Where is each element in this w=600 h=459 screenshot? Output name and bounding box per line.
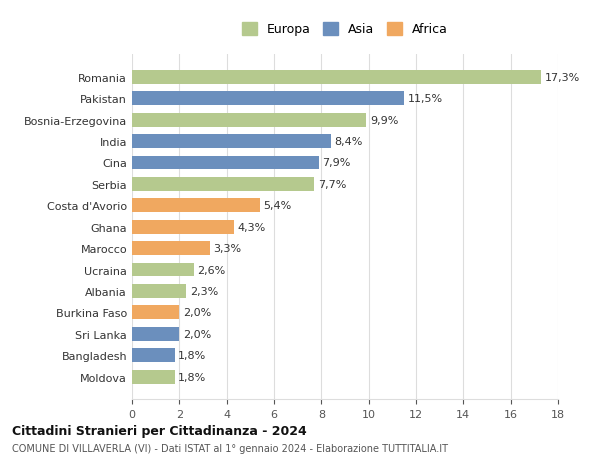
Legend: Europa, Asia, Africa: Europa, Asia, Africa xyxy=(236,17,454,43)
Bar xyxy=(132,306,179,319)
Bar xyxy=(132,199,260,213)
Text: 2,6%: 2,6% xyxy=(197,265,226,275)
Text: 4,3%: 4,3% xyxy=(238,222,266,232)
Text: 9,9%: 9,9% xyxy=(370,115,398,125)
Text: 1,8%: 1,8% xyxy=(178,372,206,382)
Bar xyxy=(132,348,175,362)
Bar xyxy=(132,241,210,256)
Text: 2,0%: 2,0% xyxy=(183,308,211,318)
Bar xyxy=(132,92,404,106)
Bar xyxy=(132,327,179,341)
Bar xyxy=(132,370,175,384)
Bar xyxy=(132,71,541,84)
Text: Cittadini Stranieri per Cittadinanza - 2024: Cittadini Stranieri per Cittadinanza - 2… xyxy=(12,424,307,437)
Text: 3,3%: 3,3% xyxy=(214,244,242,253)
Text: 5,4%: 5,4% xyxy=(263,201,292,211)
Bar xyxy=(132,284,187,298)
Text: 2,3%: 2,3% xyxy=(190,286,218,296)
Text: COMUNE DI VILLAVERLA (VI) - Dati ISTAT al 1° gennaio 2024 - Elaborazione TUTTITA: COMUNE DI VILLAVERLA (VI) - Dati ISTAT a… xyxy=(12,443,448,453)
Bar xyxy=(132,113,366,127)
Bar xyxy=(132,263,194,277)
Text: 2,0%: 2,0% xyxy=(183,329,211,339)
Bar xyxy=(132,135,331,149)
Bar xyxy=(132,220,234,234)
Text: 17,3%: 17,3% xyxy=(545,73,580,83)
Text: 7,7%: 7,7% xyxy=(318,179,346,190)
Bar xyxy=(132,156,319,170)
Text: 8,4%: 8,4% xyxy=(334,137,363,147)
Text: 7,9%: 7,9% xyxy=(323,158,351,168)
Text: 1,8%: 1,8% xyxy=(178,350,206,360)
Text: 11,5%: 11,5% xyxy=(408,94,443,104)
Bar xyxy=(132,178,314,191)
